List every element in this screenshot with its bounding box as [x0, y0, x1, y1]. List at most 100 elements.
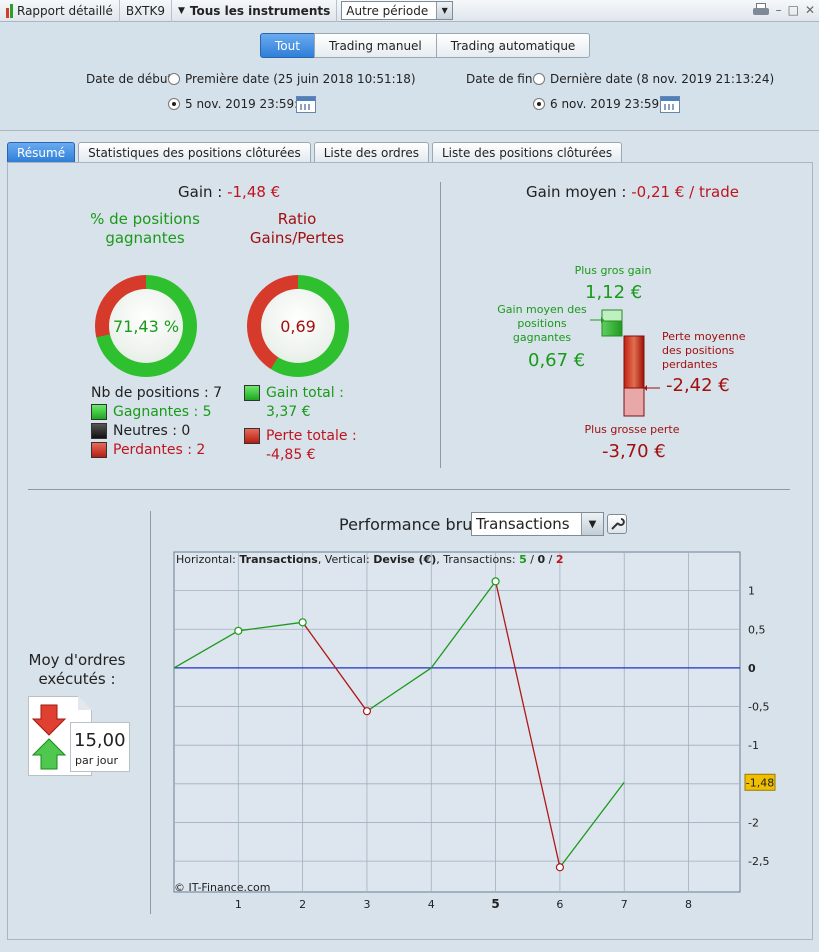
y-tick-label: 0,5: [748, 623, 766, 636]
x-tick-label: 4: [428, 898, 435, 911]
info-neutral-count: 0: [537, 553, 546, 566]
series-segment: [494, 581, 561, 868]
gain-label: Gain :: [178, 183, 223, 201]
minimize-icon[interactable]: –: [775, 3, 782, 17]
start-date-label: Date de début :: [86, 72, 181, 86]
info-transactions-label: , Transactions:: [436, 553, 520, 566]
tab-tout[interactable]: Tout: [260, 33, 315, 58]
status-bar: [0, 942, 819, 952]
orders-title: Moy d'ordres exécutés :: [28, 651, 126, 688]
series-segment: [559, 781, 625, 868]
radio-icon[interactable]: [533, 98, 545, 110]
start-first-date-radio[interactable]: Première date (25 juin 2018 10:51:18): [168, 72, 416, 86]
maximize-icon[interactable]: □: [787, 3, 799, 17]
data-point: [234, 626, 243, 635]
y-tick-label: -1: [748, 739, 759, 752]
y-tick-label: -0,5: [748, 701, 769, 714]
perdantes-label: Perdantes : 2: [113, 442, 206, 458]
gain-loss-bars: [590, 309, 660, 417]
tab-liste-ordres[interactable]: Liste des ordres: [313, 142, 429, 162]
red-swatch-icon: [91, 442, 107, 458]
x-tick-label: 5: [491, 897, 499, 911]
ratio-donut: 0,69: [247, 275, 349, 377]
info-vertical-label: , Vertical:: [317, 553, 374, 566]
legend-gagnantes: Gagnantes : 5: [91, 404, 212, 420]
gain-max-bar: [601, 309, 623, 322]
vertical-divider: [150, 511, 151, 914]
series-segment: [302, 621, 368, 712]
x-tick-label: 7: [621, 898, 628, 911]
x-tick-label: 3: [363, 898, 370, 911]
account-item[interactable]: BXTK9: [120, 0, 172, 22]
orders-unit: par jour: [75, 754, 119, 767]
horizontal-divider: [28, 489, 790, 490]
calendar-icon[interactable]: [660, 96, 680, 113]
instruments-dropdown[interactable]: ▼ Tous les instruments: [172, 0, 338, 22]
green-swatch-icon: [244, 385, 260, 401]
tab-trading-automatique[interactable]: Trading automatique: [435, 33, 591, 58]
chevron-down-icon: ▼: [177, 5, 185, 16]
gain-moyen-heading: Gain moyen : -0,21 € / trade: [526, 183, 739, 201]
start-custom-date-value: 5 nov. 2019 23:59:00: [185, 97, 314, 111]
tab-resume[interactable]: Résumé: [7, 142, 76, 162]
perte-totale-value: -4,85 €: [266, 447, 316, 463]
gagnantes-label: Gagnantes : 5: [113, 404, 212, 420]
period-select[interactable]: Autre période ▼: [341, 1, 454, 20]
series-segment: [430, 580, 497, 669]
gain-moyen-value: -0,21 € / trade: [631, 183, 739, 201]
calendar-icon[interactable]: [296, 96, 316, 113]
black-swatch-icon: [91, 423, 107, 439]
series-segment: [173, 630, 239, 669]
radio-icon[interactable]: [168, 98, 180, 110]
settings-wrench-button[interactable]: [607, 514, 627, 534]
y-tick-label: 1: [748, 585, 755, 598]
info-loss-count: 2: [555, 553, 564, 566]
end-custom-date-radio[interactable]: 6 nov. 2019 23:59:00: [533, 97, 678, 111]
radio-icon[interactable]: [168, 73, 180, 85]
radio-icon[interactable]: [533, 73, 545, 85]
vertical-divider: [440, 182, 441, 468]
report-title-item[interactable]: Rapport détaillé: [0, 0, 120, 22]
y-tick-label: -2,5: [748, 855, 769, 868]
chevron-down-icon[interactable]: ▼: [581, 513, 603, 535]
plus-grosse-perte-label: Plus grosse perte: [584, 423, 680, 436]
close-icon[interactable]: ✕: [804, 3, 815, 17]
end-custom-date-value: 6 nov. 2019 23:59:00: [550, 97, 679, 111]
ratio-value: 0,69: [261, 289, 335, 363]
info-horizontal-label: Horizontal:: [176, 553, 240, 566]
printer-icon[interactable]: [752, 2, 770, 18]
performance-select[interactable]: Transactions ▼: [471, 512, 604, 536]
tab-liste-positions[interactable]: Liste des positions clôturées: [431, 142, 623, 162]
chevron-down-icon[interactable]: ▼: [436, 2, 453, 19]
report-tabs: Résumé Statistiques des positions clôtur…: [7, 142, 625, 162]
x-tick-label: 6: [556, 898, 563, 911]
y-tick-label: 0: [748, 662, 756, 675]
legend-perdantes: Perdantes : 2: [91, 442, 205, 458]
info-vertical-value: Devise (€): [373, 553, 437, 566]
loss-avg-bar: [623, 335, 645, 389]
neutres-label: Neutres : 0: [113, 423, 191, 439]
gain-heading: Gain : -1,48 €: [178, 183, 280, 201]
pct-winning-title: % de positions gagnantes: [90, 210, 200, 247]
performance-select-value: Transactions: [476, 515, 570, 533]
gain-total-value: 3,37 €: [266, 404, 311, 420]
mode-segmented-control: Tout Trading manuel Trading automatique: [260, 33, 591, 58]
end-last-date-radio[interactable]: Dernière date (8 nov. 2019 21:13:24): [533, 72, 774, 86]
x-tick-label: 2: [299, 898, 306, 911]
info-separator: /: [548, 553, 553, 566]
copyright: © IT-Finance.com: [174, 881, 271, 894]
down-arrow-icon: [31, 704, 67, 736]
tab-statistiques[interactable]: Statistiques des positions clôturées: [78, 142, 311, 162]
tab-trading-manuel[interactable]: Trading manuel: [313, 33, 437, 58]
plus-gros-gain-value: 1,12 €: [585, 282, 643, 303]
orders-value-box: [70, 722, 130, 772]
start-custom-date-radio[interactable]: 5 nov. 2019 23:59:00: [168, 97, 313, 111]
green-swatch-icon: [91, 404, 107, 420]
info-horizontal-value: Transactions: [239, 553, 318, 566]
orders-value: 15,00: [74, 730, 126, 751]
info-separator: /: [530, 553, 534, 566]
perte-totale-label: Perte totale :: [266, 428, 357, 444]
pct-winning-value: 71,43 %: [109, 289, 183, 363]
plot-area: [173, 551, 741, 893]
y-tick-label: -2: [748, 816, 759, 829]
